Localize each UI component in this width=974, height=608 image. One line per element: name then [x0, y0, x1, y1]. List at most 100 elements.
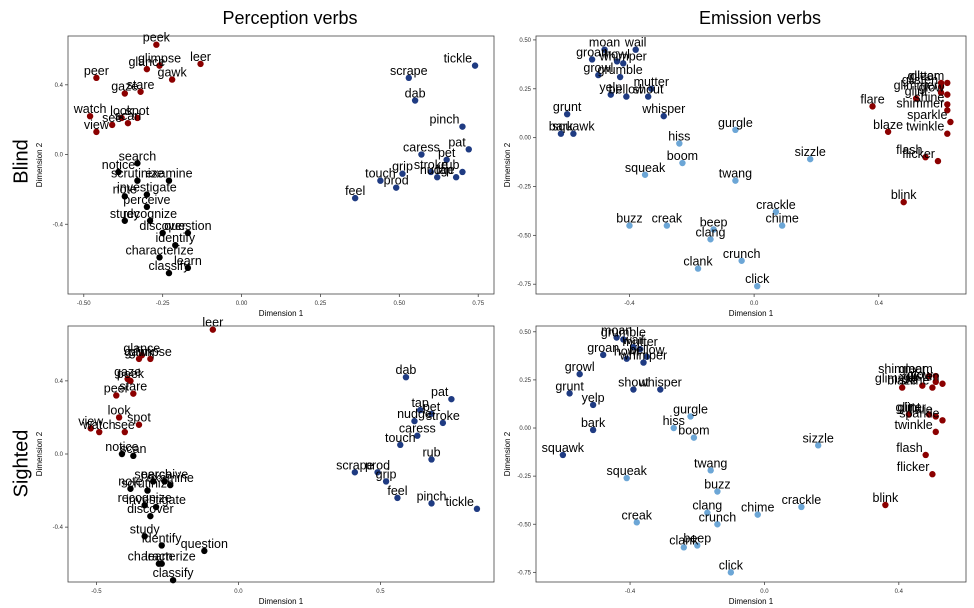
point-label: discover: [127, 502, 174, 516]
point-label: groan: [576, 45, 608, 59]
data-point: [595, 71, 602, 79]
point-label: touch: [385, 431, 416, 445]
y-tick-label: 0.50: [519, 330, 531, 336]
data-point: [727, 569, 735, 576]
point-label: pinch: [417, 489, 447, 503]
emission-sighted-chart: -0.4 0.0 0.4 0.50 0.25 0.00 -0.25 -0.50 -0.75 Dim…: [503, 324, 967, 606]
point-label: dab: [405, 87, 426, 101]
x-tick-label: 0.75: [472, 301, 484, 307]
point-label: bark: [581, 416, 606, 430]
point-label: question: [164, 219, 211, 233]
point-label: clang: [692, 499, 722, 513]
point-label: glint: [897, 401, 920, 415]
data-point: [156, 254, 163, 261]
data-point: [900, 198, 907, 206]
point-label: beep: [700, 216, 728, 230]
data-point: [589, 401, 597, 409]
data-point: [778, 222, 786, 229]
data-point: [156, 62, 163, 69]
data-point: [465, 146, 472, 153]
point-label: feel: [387, 484, 407, 498]
data-point: [147, 355, 154, 363]
point-label: boom: [678, 424, 709, 438]
point-label: investigate: [126, 493, 186, 507]
point-label: grumble: [601, 325, 646, 339]
point-label: bellow: [609, 83, 645, 97]
data-point: [141, 533, 148, 540]
point-label: leer: [202, 316, 223, 330]
point-label: investigate: [117, 181, 177, 195]
data-point: [165, 269, 173, 277]
y-tick-label: -0.75: [517, 282, 531, 288]
point-label: examine: [145, 167, 192, 181]
data-point: [399, 170, 406, 177]
point-label: see: [115, 418, 135, 432]
point-label: discover: [139, 219, 186, 233]
data-point: [159, 229, 166, 237]
data-point: [937, 89, 945, 96]
data-point: [459, 168, 466, 176]
data-point: [115, 414, 123, 421]
point-label: classify: [148, 259, 190, 273]
y-tick-label: -0.4: [53, 222, 64, 228]
point-label: learn: [174, 254, 202, 268]
point-label: glimpse: [138, 52, 181, 66]
point-label: dab: [396, 363, 417, 377]
point-label: sizzle: [803, 431, 834, 445]
data-point: [439, 419, 447, 427]
point-label: flash: [896, 441, 922, 455]
point-label: characterize: [125, 243, 193, 257]
y-tick-label: -0.75: [517, 570, 531, 576]
point-label: glance: [123, 341, 160, 355]
point-label: recognize: [118, 491, 172, 505]
point-label: notice: [102, 158, 135, 172]
data-point: [152, 503, 160, 511]
emission-blind-chart: -0.4 0.0 0.4 0.50 0.25 0.00 -0.25 -0.50 -0.75 Dim…: [503, 35, 967, 318]
point-label: view: [78, 414, 104, 428]
data-point: [644, 93, 652, 100]
data-point: [641, 171, 649, 178]
data-point: [113, 392, 120, 399]
point-label: twang: [719, 167, 752, 181]
data-point: [96, 428, 103, 436]
point-label: grunt: [555, 379, 584, 393]
point-label: twinkle: [895, 418, 933, 432]
data-point: [613, 334, 620, 341]
point-label: gleam: [910, 69, 944, 83]
data-point: [201, 547, 208, 555]
point-label: shimmer: [878, 362, 926, 376]
point-label: scan: [115, 109, 141, 123]
point-label: characterize: [128, 550, 196, 564]
point-label: whimper: [619, 349, 667, 363]
point-label: grip: [392, 160, 413, 174]
point-label: creak: [621, 508, 652, 522]
x-tick-label: -0.25: [156, 301, 170, 307]
point-label: glimpse: [129, 345, 172, 359]
data-point: [648, 85, 655, 92]
point-label: flicker: [897, 460, 930, 474]
data-point: [707, 467, 714, 474]
point-label: look: [110, 104, 134, 118]
y-tick-label: -0.25: [517, 185, 531, 191]
data-point: [121, 193, 128, 200]
point-label: peer: [84, 64, 109, 78]
data-point: [772, 208, 780, 216]
data-point: [925, 411, 933, 418]
point-label: howl: [604, 47, 630, 61]
data-point: [158, 542, 165, 549]
point-label: prod: [384, 174, 409, 188]
y-axis-title: Dimension 2: [503, 431, 512, 476]
data-point: [934, 157, 942, 165]
data-point: [428, 500, 435, 507]
emission-column-title: Emission verbs: [698, 8, 822, 28]
data-point: [397, 441, 404, 449]
data-point: [690, 434, 698, 441]
data-point: [137, 88, 144, 95]
plot-frame: [535, 35, 967, 295]
point-label: sizzle: [795, 145, 826, 159]
data-point: [932, 372, 939, 380]
point-label: spot: [127, 411, 151, 425]
data-point: [925, 372, 933, 380]
x-tick-label: -0.50: [77, 301, 91, 307]
point-label: caress: [399, 422, 436, 436]
